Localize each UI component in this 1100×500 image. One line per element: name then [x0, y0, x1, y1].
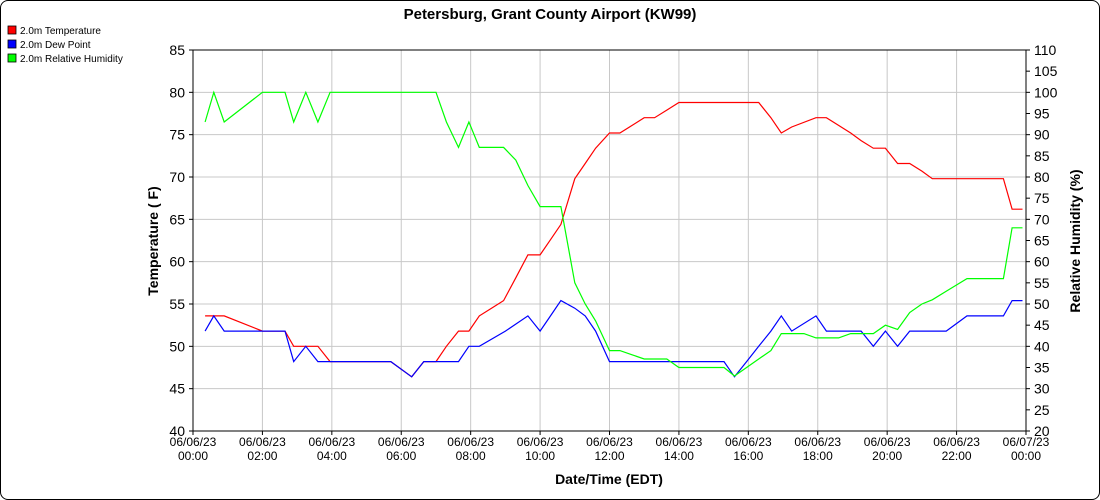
y2-axis-label: Relative Humidity (%) — [1067, 169, 1083, 312]
y2-tick-label: 85 — [1034, 148, 1050, 164]
x-tick-date: 06/06/23 — [586, 435, 633, 449]
series-line-temperature — [205, 101, 1023, 378]
x-tick-time: 10:00 — [525, 449, 555, 463]
y-tick-label: 75 — [169, 127, 185, 143]
x-tick-time: 08:00 — [456, 449, 486, 463]
x-tick-time: 04:00 — [317, 449, 347, 463]
y2-tick-label: 40 — [1034, 338, 1050, 354]
x-tick-time: 06:00 — [386, 449, 416, 463]
x-tick-date: 06/06/23 — [794, 435, 841, 449]
plot-area-border — [192, 49, 1027, 432]
x-tick-date: 06/06/23 — [170, 435, 217, 449]
y2-tick-label: 110 — [1034, 42, 1057, 58]
x-tick-time: 14:00 — [664, 449, 694, 463]
x-tick-time: 16:00 — [733, 449, 763, 463]
x-tick-date: 06/06/23 — [517, 435, 564, 449]
y2-tick-label: 25 — [1034, 402, 1050, 418]
y2-tick-label: 45 — [1034, 317, 1050, 333]
y2-tick-label: 30 — [1034, 381, 1050, 397]
y2-tick-label: 70 — [1034, 211, 1050, 227]
series-line-humidity — [204, 90, 1023, 377]
x-tick-date: 06/06/23 — [656, 435, 703, 449]
x-tick-time: 00:00 — [1011, 449, 1041, 463]
x-tick-time: 18:00 — [803, 449, 833, 463]
x-tick-time: 00:00 — [178, 449, 208, 463]
y2-tick-label: 90 — [1034, 127, 1050, 143]
legend-swatch — [7, 25, 17, 35]
y2-tick-label: 50 — [1034, 296, 1050, 312]
y2-tick-label: 105 — [1034, 63, 1058, 79]
x-tick-date: 06/06/23 — [933, 435, 980, 449]
y-tick-label: 60 — [169, 254, 185, 270]
y-tick-label: 40 — [169, 423, 185, 439]
x-axis-label: Date/Time (EDT) — [555, 471, 663, 487]
y2-tick-label: 20 — [1034, 423, 1050, 439]
x-tick-date: 06/07/23 — [1003, 435, 1050, 449]
y-tick-label: 80 — [169, 84, 185, 100]
x-tick-date: 06/06/23 — [239, 435, 286, 449]
series-line-dewpoint — [204, 299, 1023, 378]
x-tick-time: 22:00 — [942, 449, 972, 463]
y2-tick-label: 55 — [1034, 275, 1050, 291]
y-tick-label: 70 — [169, 169, 185, 185]
x-tick-date: 06/06/23 — [447, 435, 494, 449]
y-axis-label: Temperature ( F) — [145, 186, 161, 295]
legend-swatch — [7, 53, 17, 63]
grid-lines — [192, 49, 1027, 432]
x-tick-date: 06/06/23 — [864, 435, 911, 449]
legend: 2.0m Temperature 2.0m Dew Point 2.0m Relat… — [7, 25, 123, 65]
y2-tick-label: 75 — [1034, 190, 1050, 206]
y-tick-label: 50 — [169, 338, 185, 354]
y2-tick-label: 35 — [1034, 360, 1050, 376]
chart-title: Petersburg, Grant County Airport (KW99) — [404, 6, 697, 23]
y-tick-label: 55 — [169, 296, 185, 312]
x-tick-time: 12:00 — [594, 449, 624, 463]
y-tick-label: 65 — [169, 211, 185, 227]
y-tick-label: 45 — [169, 381, 185, 397]
x-tick-date: 06/06/23 — [725, 435, 772, 449]
legend-entry: 2.0m Relative Humidity — [20, 54, 123, 65]
y2-tick-label: 65 — [1034, 233, 1050, 249]
x-tick-date: 06/06/23 — [378, 435, 425, 449]
y2-tick-label: 100 — [1034, 84, 1058, 100]
y-tick-label: 85 — [169, 42, 185, 58]
x-tick-time: 20:00 — [872, 449, 902, 463]
series-layer — [204, 90, 1023, 378]
y2-tick-label: 80 — [1034, 169, 1050, 185]
legend-entry: 2.0m Dew Point — [20, 40, 91, 51]
axes: 40 45 50 55 60 65 70 75 80 85 20 25 30 35 40 45 50 55 60 65… — [169, 42, 1057, 463]
legend-entry: 2.0m Temperature — [20, 26, 101, 37]
x-tick-time: 02:00 — [247, 449, 277, 463]
y2-tick-label: 95 — [1034, 106, 1050, 122]
legend-swatch — [7, 39, 17, 49]
y2-tick-label: 60 — [1034, 254, 1050, 270]
x-tick-date: 06/06/23 — [308, 435, 355, 449]
